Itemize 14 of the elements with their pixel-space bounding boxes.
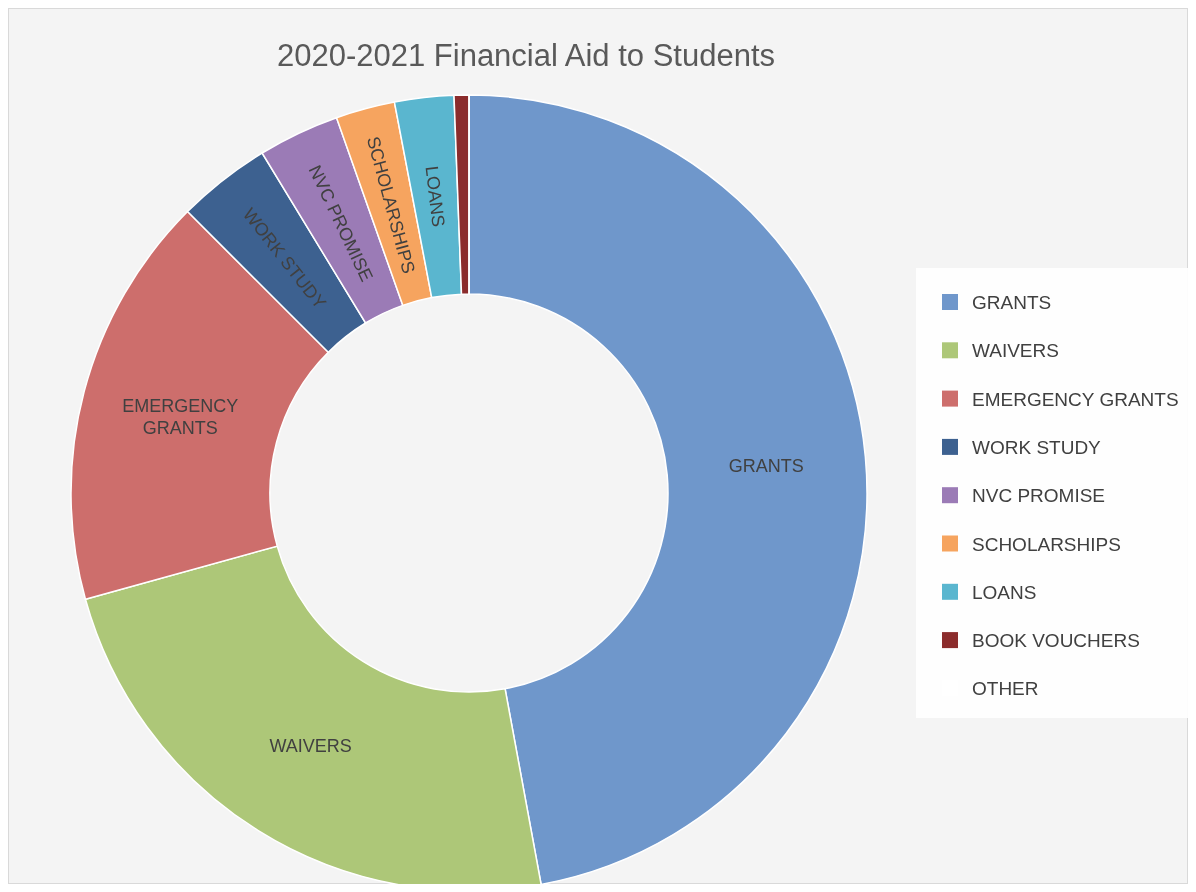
legend-label: GRANTS: [972, 292, 1052, 313]
legend-label: EMERGENCY GRANTS: [972, 388, 1179, 410]
legend-label: WORK STUDY: [972, 436, 1102, 458]
slice-label: GRANTS: [728, 456, 804, 477]
category-label: OTHER: [972, 678, 1039, 700]
legend-label: SCHOLARSHIPS: [972, 533, 1121, 555]
legend-label: BOOK VOUCHERS: [972, 630, 1140, 652]
legend-label: WAIVERS: [972, 340, 1059, 362]
legend-label: LOANS: [972, 581, 1037, 603]
slice-label: WAIVERS: [269, 736, 352, 757]
slice-label: LOANS: [421, 164, 449, 228]
slice-label: EMERGENCY GRANTS: [122, 396, 239, 439]
legend-label: NVC PROMISE: [972, 485, 1106, 507]
chart-title: 2020-2021 Financial Aid to Students: [276, 38, 776, 73]
